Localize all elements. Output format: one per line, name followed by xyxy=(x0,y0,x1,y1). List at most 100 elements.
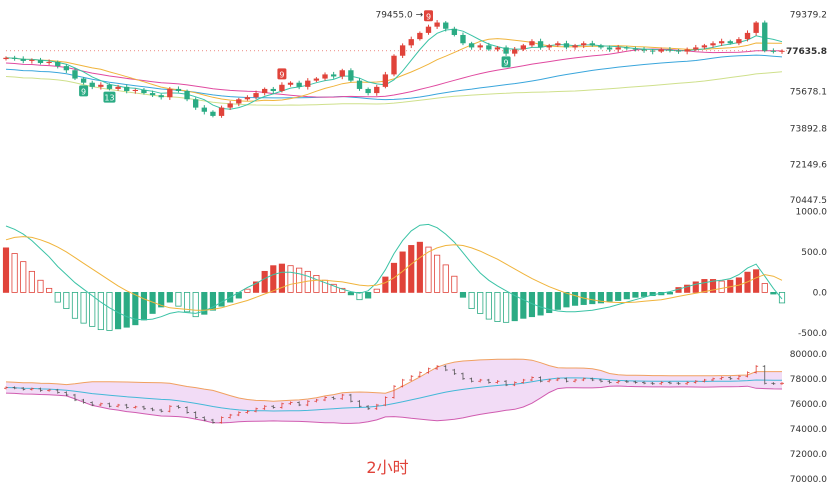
candle-body xyxy=(29,59,35,61)
candle-body xyxy=(167,88,173,98)
candle-body xyxy=(460,34,466,44)
candle-body xyxy=(408,39,414,46)
macd-histogram-bar xyxy=(546,291,553,314)
macd-histogram-bar xyxy=(313,275,320,293)
candle-body xyxy=(434,22,440,27)
candle-body xyxy=(581,43,587,46)
current-price-tag-bg xyxy=(790,44,829,57)
sequence-marker-label: 9 xyxy=(504,58,509,67)
candle-body xyxy=(477,45,483,48)
candle-body xyxy=(89,82,95,87)
macd-histogram-bar xyxy=(554,291,561,310)
candle-body xyxy=(305,80,311,87)
sequence-marker-box xyxy=(103,91,116,103)
candle-body xyxy=(141,89,147,94)
macd-histogram-bar xyxy=(382,276,389,293)
candle-body xyxy=(218,107,225,116)
macd-histogram-bar xyxy=(175,291,182,307)
sequence-marker-box xyxy=(423,10,433,22)
candle-body xyxy=(37,59,44,63)
macd-histogram-bar xyxy=(589,291,596,305)
candle-body xyxy=(313,78,320,81)
candle-body xyxy=(270,88,276,92)
candle-body xyxy=(11,57,18,59)
timeframe-caption: 2小时 xyxy=(366,458,409,477)
macd-histogram-bar xyxy=(718,280,725,293)
macd-histogram-bar xyxy=(615,291,622,301)
price-axis-tick: 75678.1 xyxy=(790,87,827,97)
boll-axis-tick: 72000.0 xyxy=(790,450,827,460)
macd-axis-tick: 0.0 xyxy=(813,288,828,298)
macd-histogram-bar xyxy=(485,291,492,320)
price-axis-tick: 79379.2 xyxy=(790,11,827,21)
candle-body xyxy=(425,26,432,33)
candle-body xyxy=(391,55,397,75)
macd-histogram-bar xyxy=(459,291,467,298)
candle-body xyxy=(555,43,561,46)
boll-axis-tick: 78000.0 xyxy=(790,375,827,385)
macd-histogram-bar xyxy=(252,281,260,293)
candle-body xyxy=(744,32,751,40)
candle-body xyxy=(589,43,595,46)
macd-histogram-bar xyxy=(373,288,380,293)
candle-body xyxy=(606,47,613,50)
macd-dea-line xyxy=(5,236,783,311)
candle-body xyxy=(46,61,52,63)
macd-histogram-bar xyxy=(571,291,579,306)
candle-body xyxy=(667,49,673,51)
candle-body xyxy=(736,39,742,44)
sequence-marker: 9 xyxy=(277,68,287,80)
macd-histogram-bar xyxy=(640,291,648,297)
macd-histogram-bar xyxy=(356,291,363,301)
candle-body xyxy=(184,91,190,100)
macd-histogram-bar xyxy=(434,254,441,293)
candle-body xyxy=(572,45,578,48)
candle-body xyxy=(529,41,535,46)
macd-histogram-bar xyxy=(666,291,673,295)
candle-body xyxy=(106,84,113,89)
current-price-tag: 77635.8 xyxy=(786,47,827,57)
macd-axis-tick: -500.0 xyxy=(798,329,827,339)
macd-histogram-bar xyxy=(468,291,475,309)
candle-body xyxy=(546,45,552,48)
macd-histogram-bar xyxy=(192,291,199,318)
macd-histogram-bar xyxy=(89,291,96,327)
sequence-marker: 9 xyxy=(501,56,511,68)
candle-body xyxy=(339,70,345,77)
macd-histogram-bar xyxy=(80,291,87,324)
candle-body xyxy=(365,88,371,94)
candle-body xyxy=(684,49,690,52)
candle-body xyxy=(124,86,130,92)
macd-dif-line xyxy=(5,223,783,321)
macd-axis-tick: 500.0 xyxy=(801,248,827,258)
candle-body xyxy=(563,43,570,48)
macd-histogram-bar xyxy=(140,291,148,321)
sequence-marker-label: 9 xyxy=(426,12,431,21)
macd-histogram-bar xyxy=(261,270,268,293)
macd-histogram-bar xyxy=(451,275,458,293)
macd-histogram-bar xyxy=(270,265,277,293)
macd-histogram-bar xyxy=(416,241,423,293)
macd-histogram-bar xyxy=(520,291,527,319)
candle-body xyxy=(701,45,708,48)
boll-axis-tick: 80000.0 xyxy=(790,350,827,360)
candle-body xyxy=(520,45,527,50)
candle-body xyxy=(287,82,294,85)
candle-body xyxy=(693,47,699,50)
candle-body xyxy=(149,93,156,96)
macd-histogram-bar xyxy=(477,291,484,314)
candle-body xyxy=(727,41,733,44)
macd-histogram-bar xyxy=(770,291,777,295)
macd-histogram-bar xyxy=(209,291,217,311)
sequence-marker-box xyxy=(501,56,511,68)
candle-body xyxy=(512,49,518,54)
candle-body xyxy=(356,80,363,89)
candle-body xyxy=(417,32,423,40)
sequence-marker-label: 13 xyxy=(104,94,114,103)
macd-histogram-bar xyxy=(347,291,354,296)
macd-histogram-bar xyxy=(296,267,303,293)
price-axis-tick: 73892.8 xyxy=(790,125,827,135)
macd-histogram-bar xyxy=(71,291,79,319)
macd-histogram-bar xyxy=(132,291,139,326)
